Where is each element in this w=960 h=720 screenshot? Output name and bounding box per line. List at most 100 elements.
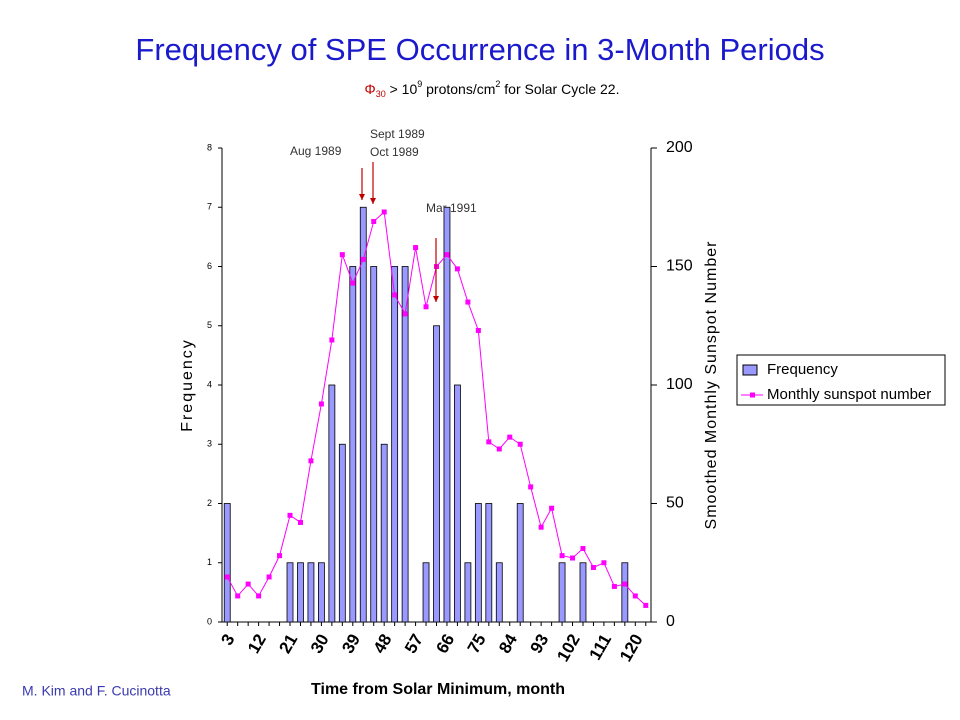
legend-swatch [742,364,758,376]
bar [464,562,472,623]
annotation: Oct 1989 [370,145,419,159]
bar [328,384,336,623]
marker [329,337,335,343]
marker [528,484,534,490]
bar [391,266,399,623]
bar [495,562,503,623]
subtitle-part: protons/cm [422,81,495,97]
x-tick-label: 75 [464,631,490,657]
bar [286,562,294,623]
marker [350,280,356,286]
bar [579,562,587,623]
y-tick-label: 2 [207,498,212,508]
subtitle-part: 30 [376,89,386,99]
marker [371,218,377,224]
bar [307,562,315,623]
subtitle-part: 9 [417,79,422,89]
subtitle-part: 2 [495,79,500,89]
legend-swatch [750,392,755,398]
x-tick-label: 12 [244,631,270,657]
marker [465,299,471,305]
y-tick-label: 6 [207,261,212,271]
bar [380,443,388,623]
bar [474,503,482,623]
marker [266,574,272,580]
bar [621,562,629,623]
x-tick-label: 39 [338,631,364,657]
marker [507,434,513,440]
y2-tick-label: 100 [666,376,693,393]
marker [632,593,638,599]
marker [517,441,523,447]
x-tick-label: 66 [432,631,458,657]
bar [485,503,493,623]
marker [496,446,502,452]
marker [486,439,492,445]
y-tick-label: 7 [207,202,212,212]
marker [235,593,241,599]
marker [339,252,345,258]
marker [580,546,586,552]
bar [558,562,566,623]
y-tick-label: 1 [207,557,212,567]
y-tick-label: 8 [207,142,212,152]
marker [590,564,596,570]
bar [297,562,304,623]
y-tick-label: 5 [207,320,212,330]
arrow-head [370,198,376,204]
y-tick-label: 4 [207,379,212,389]
bar [338,443,346,623]
marker [475,327,481,333]
marker [381,209,387,215]
x-tick-label: 30 [307,631,333,657]
x-axis-label: Time from Solar Minimum, month [311,681,565,698]
bar [349,266,357,623]
legend-label: Frequency [767,361,838,378]
marker [611,583,617,589]
x-tick-label: 111 [586,631,616,663]
bar [401,266,409,623]
annotation: Sept 1989 [370,127,425,141]
subtitle-part: for Solar Cycle 22. [500,81,619,97]
marker [245,581,251,587]
y-tick-label: 3 [207,439,212,449]
x-tick-label: 57 [401,631,427,657]
marker [622,581,628,587]
legend-box [736,354,946,406]
marker [308,458,314,464]
y2-tick-label: 200 [666,139,693,156]
marker [360,256,366,262]
x-tick-label: 3 [217,631,238,649]
x-tick-label: 84 [495,630,521,656]
y2-tick-label: 150 [666,258,693,275]
bar [318,562,325,623]
marker [570,555,576,561]
y2-tick-label: 0 [666,613,675,630]
x-tick-label: 48 [370,631,396,657]
bar [370,266,378,623]
marker [549,505,555,511]
subtitle-part: > 10 [386,81,418,97]
marker [402,311,408,317]
bar [516,503,524,623]
marker [423,304,429,310]
marker [413,245,419,251]
annotation: Aug 1989 [290,144,342,158]
bar [433,325,440,623]
bar [454,384,461,623]
bar [422,562,430,623]
marker [256,593,262,599]
marker [601,560,607,566]
marker [538,524,544,530]
bar [359,206,367,623]
marker [392,292,398,298]
marker [643,602,649,608]
marker [297,519,303,525]
annotation: Mar 1991 [426,201,477,215]
bar [443,206,451,623]
bar [223,503,231,623]
marker [277,553,283,559]
marker [224,574,230,580]
